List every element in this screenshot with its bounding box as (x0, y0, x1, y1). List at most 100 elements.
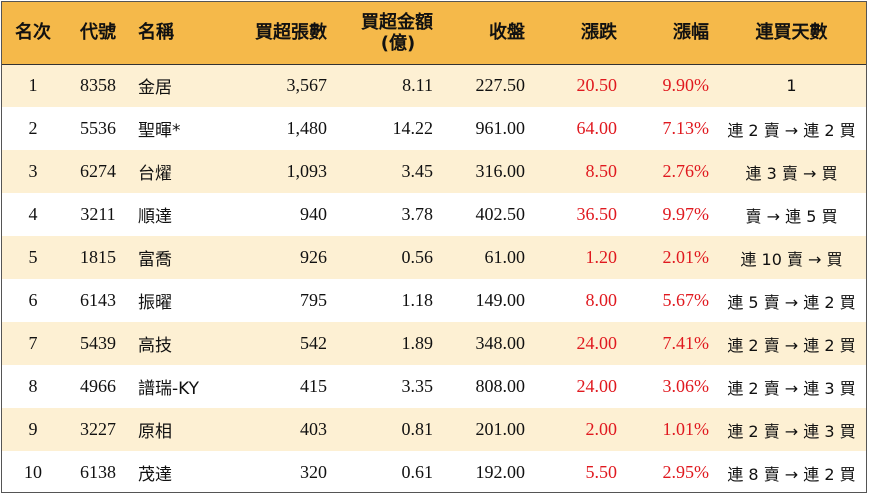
cell-rank: 7 (28, 333, 38, 353)
cell-net-buy-amount: 8.11 (402, 75, 433, 96)
table-row: 5 1815 富喬 926 0.56 61.00 1.20 2.01% 連 10… (2, 236, 866, 279)
cell-net-buy-amount: 1.89 (401, 333, 434, 353)
cell-rank: 6 (28, 290, 38, 310)
cell-rank: 2 (28, 118, 38, 138)
cell-code: 6138 (80, 462, 116, 482)
cell-name: 台燿 (138, 164, 172, 184)
cell-change-pct: 2.01% (662, 247, 710, 267)
cell-net-buy-lots: 1,093 (286, 161, 328, 181)
cell-change: 24.00 (576, 376, 618, 396)
cell-streak: 1 (786, 76, 797, 96)
table-row: 6 6143 振曜 795 1.18 149.00 8.00 5.67% 連 5… (2, 279, 866, 322)
cell-close: 227.50 (475, 75, 526, 96)
cell-close: 316.00 (475, 161, 526, 181)
cell-rank: 1 (28, 75, 38, 96)
cell-name: 高技 (138, 336, 172, 356)
cell-rank: 5 (28, 247, 38, 267)
header-change-pct: 漲幅 (623, 2, 715, 65)
cell-net-buy-amount: 0.61 (401, 462, 434, 482)
cell-streak: 連 2 賣 → 連 3 買 (727, 421, 856, 441)
header-net-buy-amount: 買超金額 (億) (333, 2, 439, 65)
cell-rank: 4 (28, 204, 38, 224)
cell-change: 1.20 (585, 247, 618, 267)
cell-close: 402.50 (475, 204, 526, 224)
cell-change: 2.00 (585, 419, 618, 439)
table-row: 7 5439 高技 542 1.89 348.00 24.00 7.41% 連 … (2, 322, 866, 365)
cell-change-pct: 1.01% (662, 419, 710, 439)
cell-name: 茂達 (138, 465, 172, 485)
cell-net-buy-amount: 3.35 (401, 376, 434, 396)
cell-change-pct: 5.67% (662, 290, 710, 310)
cell-change-pct: 3.06% (662, 376, 710, 396)
cell-change-pct: 2.95% (662, 462, 710, 482)
table-body: 1 8358 金居 3,567 8.11 227.50 20.50 9.90% … (2, 64, 866, 492)
cell-streak: 連 2 賣 → 連 2 買 (727, 120, 856, 140)
table-row: 8 4966 譜瑞-KY 415 3.35 808.00 24.00 3.06%… (2, 365, 866, 408)
table-row: 2 5536 聖暉* 1,480 14.22 961.00 64.00 7.13… (2, 107, 866, 150)
cell-change: 5.50 (585, 462, 618, 482)
cell-net-buy-amount: 3.78 (401, 204, 434, 224)
cell-code: 6274 (80, 161, 116, 181)
cell-streak: 連 5 賣 → 連 2 買 (727, 292, 856, 312)
cell-name: 金居 (138, 78, 172, 99)
table-row: 9 3227 原相 403 0.81 201.00 2.00 1.01% 連 2… (2, 408, 866, 451)
cell-change: 8.00 (585, 290, 618, 310)
cell-rank: 9 (28, 419, 38, 439)
cell-net-buy-lots: 940 (300, 204, 327, 224)
cell-name: 振曜 (138, 293, 172, 313)
table-header: 名次 代號 名稱 買超張數 買超金額 (億) 收盤 漲跌 漲幅 連買天數 (2, 2, 866, 65)
cell-streak: 連 10 賣 → 買 (740, 249, 843, 269)
cell-code: 5536 (80, 118, 116, 138)
cell-code: 3211 (80, 204, 116, 224)
header-net-buy-lots: 買超張數 (228, 2, 333, 65)
cell-name: 原相 (138, 422, 172, 442)
cell-close: 149.00 (475, 290, 526, 310)
header-rank: 名次 (2, 2, 64, 65)
cell-net-buy-lots: 3,567 (286, 75, 328, 96)
cell-code: 1815 (80, 247, 116, 267)
table-row: 4 3211 順達 940 3.78 402.50 36.50 9.97% 賣 … (2, 193, 866, 236)
cell-net-buy-lots: 926 (300, 247, 327, 267)
table-row: 3 6274 台燿 1,093 3.45 316.00 8.50 2.76% 連… (2, 150, 866, 193)
cell-rank: 3 (28, 161, 38, 181)
cell-close: 808.00 (475, 376, 526, 396)
cell-net-buy-amount: 3.45 (401, 161, 434, 181)
cell-code: 4966 (80, 376, 116, 396)
cell-name: 富喬 (138, 250, 172, 270)
header-streak: 連買天數 (715, 2, 866, 65)
cell-change: 64.00 (576, 118, 618, 138)
cell-code: 8358 (80, 75, 116, 96)
cell-code: 3227 (80, 419, 116, 439)
cell-change: 20.50 (576, 75, 618, 96)
cell-change-pct: 9.90% (662, 75, 710, 96)
cell-code: 6143 (80, 290, 116, 310)
cell-close: 961.00 (475, 118, 526, 138)
cell-close: 61.00 (484, 247, 526, 267)
cell-close: 201.00 (475, 419, 526, 439)
table-row: 1 8358 金居 3,567 8.11 227.50 20.50 9.90% … (2, 64, 866, 107)
cell-streak: 連 2 賣 → 連 3 買 (727, 378, 856, 398)
cell-rank: 10 (24, 462, 42, 482)
cell-change-pct: 2.76% (662, 161, 710, 181)
header-close: 收盤 (439, 2, 531, 65)
cell-net-buy-amount: 14.22 (392, 118, 434, 138)
cell-streak: 連 3 賣 → 買 (745, 163, 838, 183)
cell-name: 譜瑞-KY (138, 379, 200, 399)
cell-net-buy-lots: 320 (300, 462, 327, 482)
cell-close: 192.00 (475, 462, 526, 482)
cell-net-buy-amount: 0.56 (401, 247, 434, 267)
header-net-buy-amount-line2: (億) (380, 32, 416, 54)
cell-net-buy-amount: 0.81 (401, 419, 434, 439)
cell-rank: 8 (28, 376, 38, 396)
cell-close: 348.00 (475, 333, 526, 353)
header-name: 名稱 (132, 2, 228, 65)
cell-change-pct: 7.13% (662, 118, 710, 138)
cell-net-buy-lots: 795 (300, 290, 327, 310)
cell-net-buy-lots: 415 (300, 376, 327, 396)
cell-change: 8.50 (585, 161, 618, 181)
table-row: 10 6138 茂達 320 0.61 192.00 5.50 2.95% 連 … (2, 451, 866, 492)
header-code: 代號 (64, 2, 132, 65)
header-row: 名次 代號 名稱 買超張數 買超金額 (億) 收盤 漲跌 漲幅 連買天數 (2, 2, 866, 65)
cell-change: 36.50 (576, 204, 618, 224)
